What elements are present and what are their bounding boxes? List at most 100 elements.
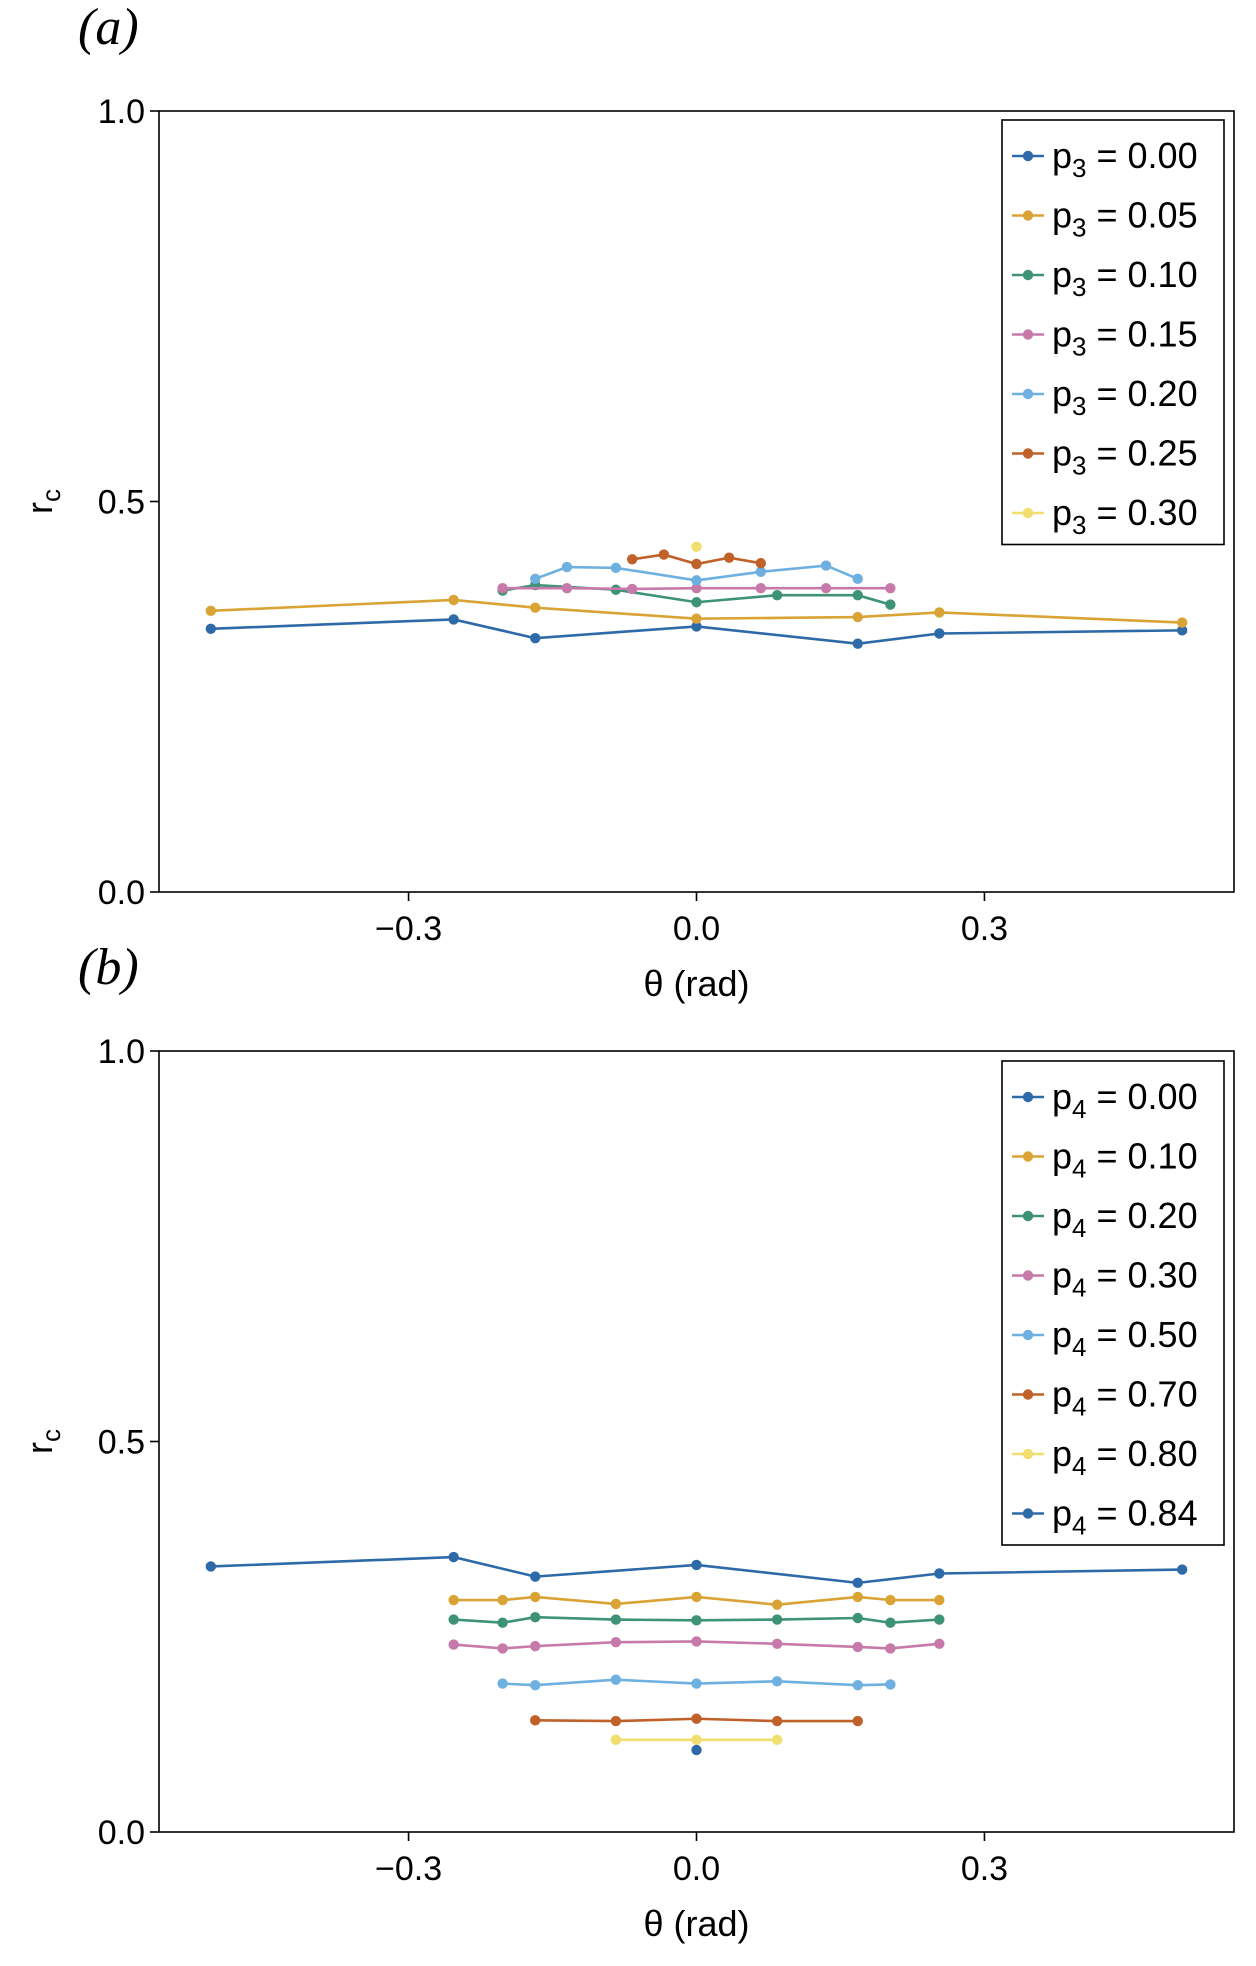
legend-marker bbox=[1022, 1508, 1034, 1519]
data-point bbox=[530, 1715, 541, 1726]
y-axis-label: rc bbox=[19, 489, 66, 514]
data-point bbox=[691, 1744, 702, 1756]
legend-marker bbox=[1022, 448, 1034, 459]
legend-label-subscript: 4 bbox=[1072, 1511, 1086, 1541]
series-p3-0-25 bbox=[626, 549, 767, 570]
legend-label: p3 = 0.00 bbox=[1052, 135, 1198, 183]
legend-label-value: = 0.10 bbox=[1087, 254, 1198, 295]
legend-label-value: = 0.00 bbox=[1087, 135, 1198, 176]
data-point bbox=[448, 1551, 459, 1563]
data-point bbox=[610, 562, 622, 574]
legend-label-value: = 0.30 bbox=[1087, 1255, 1198, 1296]
data-point bbox=[530, 1640, 541, 1652]
legend-label-subscript: 3 bbox=[1072, 272, 1086, 302]
legend-label-main: p bbox=[1052, 314, 1072, 355]
legend-entry: p3 = 0.00 bbox=[1012, 135, 1198, 183]
series-p4-0-70 bbox=[530, 1713, 863, 1727]
legend-label-main: p bbox=[1052, 1076, 1072, 1117]
data-point bbox=[885, 582, 896, 594]
legend-marker bbox=[1022, 1448, 1034, 1460]
legend-label: p4 = 0.20 bbox=[1052, 1195, 1198, 1243]
series-p3-0-05 bbox=[205, 594, 1188, 628]
legend-label-subscript: 4 bbox=[1072, 1154, 1086, 1184]
data-point bbox=[626, 583, 638, 595]
legend-label-value: = 0.80 bbox=[1087, 1433, 1198, 1474]
legend-label-value: = 0.30 bbox=[1087, 492, 1198, 533]
data-point bbox=[771, 1715, 783, 1727]
legend-marker bbox=[1022, 1270, 1034, 1281]
legend-label-main: p bbox=[1052, 1136, 1072, 1177]
legend-entry: p3 = 0.05 bbox=[1012, 195, 1198, 243]
series-p4-0-30 bbox=[448, 1636, 945, 1654]
legend-entry: p3 = 0.10 bbox=[1012, 254, 1198, 302]
legend-entry: p4 = 0.80 bbox=[1012, 1433, 1198, 1481]
legend-entry: p3 = 0.25 bbox=[1012, 433, 1198, 481]
legend-label: p3 = 0.10 bbox=[1052, 254, 1198, 302]
data-point bbox=[691, 613, 702, 624]
legend-label-subscript: 4 bbox=[1072, 1451, 1086, 1481]
data-point bbox=[1176, 1564, 1188, 1575]
legend-label-value: = 0.20 bbox=[1087, 1195, 1198, 1236]
data-point bbox=[561, 561, 573, 573]
legend-label-subscript: 4 bbox=[1072, 1094, 1086, 1124]
y-tick-label: 1.0 bbox=[98, 93, 145, 131]
legend-label: p3 = 0.15 bbox=[1052, 314, 1198, 362]
data-point bbox=[1176, 617, 1188, 628]
data-point bbox=[530, 1679, 541, 1691]
legend-marker bbox=[1022, 329, 1034, 340]
legend-label-main: p bbox=[1052, 1195, 1072, 1236]
legend-label: p3 = 0.05 bbox=[1052, 195, 1198, 243]
data-point bbox=[885, 1679, 896, 1690]
data-point bbox=[885, 1617, 896, 1628]
data-point bbox=[530, 1612, 541, 1623]
legend-entry: p4 = 0.70 bbox=[1012, 1374, 1198, 1422]
data-point bbox=[448, 594, 459, 606]
legend-label: p3 = 0.20 bbox=[1052, 373, 1198, 421]
legend-label-subscript: 4 bbox=[1072, 1273, 1086, 1303]
data-point bbox=[820, 560, 832, 571]
legend-label-value: = 0.05 bbox=[1087, 195, 1198, 236]
legend-label-value: = 0.00 bbox=[1087, 1076, 1198, 1117]
data-point bbox=[934, 607, 945, 618]
data-point bbox=[934, 1614, 945, 1625]
y-tick-label: 1.0 bbox=[98, 1033, 145, 1071]
legend-label-value: = 0.10 bbox=[1087, 1136, 1198, 1177]
data-point bbox=[755, 582, 767, 594]
legend-label-subscript: 3 bbox=[1072, 153, 1086, 183]
series-p3-0-20 bbox=[530, 560, 863, 586]
legend-entry: p4 = 0.10 bbox=[1012, 1136, 1198, 1184]
series-p3-0-00 bbox=[205, 614, 1188, 649]
legend-label-main: p bbox=[1052, 373, 1072, 414]
data-point bbox=[755, 557, 767, 569]
legend-marker bbox=[1022, 1389, 1034, 1400]
data-point bbox=[723, 552, 735, 563]
legend-marker bbox=[1022, 507, 1034, 519]
data-point bbox=[691, 541, 702, 552]
legend-label-main: p bbox=[1052, 492, 1072, 533]
legend-box bbox=[1001, 119, 1225, 546]
data-point bbox=[852, 1577, 863, 1589]
x-tick-label: 0.3 bbox=[961, 910, 1008, 948]
data-point bbox=[497, 1617, 508, 1628]
series-p4-0-10 bbox=[448, 1591, 945, 1610]
legend-entry: p3 = 0.30 bbox=[1012, 492, 1198, 540]
series-p3-0-15 bbox=[497, 582, 896, 595]
x-axis-label: θ (rad) bbox=[643, 1903, 749, 1944]
series-p4-0-50 bbox=[497, 1674, 896, 1691]
data-point bbox=[691, 597, 702, 608]
legend-label-main: p bbox=[1052, 433, 1072, 474]
data-point bbox=[205, 1561, 217, 1572]
legend-label-value: = 0.20 bbox=[1087, 373, 1198, 414]
y-tick-label: 0.0 bbox=[98, 1814, 145, 1852]
data-point bbox=[691, 1559, 702, 1571]
legend-entry: p4 = 0.00 bbox=[1012, 1076, 1198, 1124]
x-tick-label: 0.3 bbox=[961, 1850, 1008, 1888]
data-point bbox=[497, 582, 508, 594]
series-p4-0-00 bbox=[205, 1551, 1188, 1589]
data-point bbox=[691, 1591, 702, 1603]
data-point bbox=[885, 599, 896, 610]
